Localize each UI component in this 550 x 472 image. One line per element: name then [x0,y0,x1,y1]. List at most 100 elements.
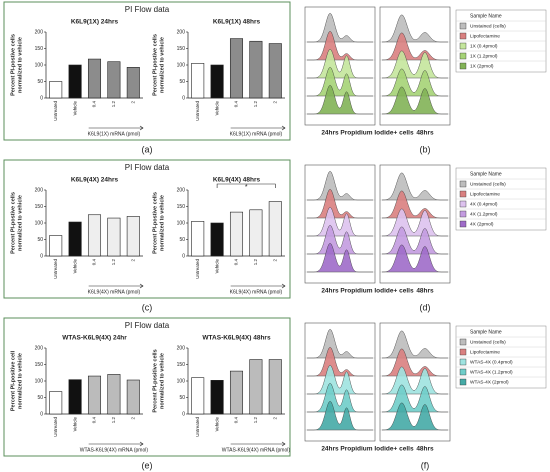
legend-entry: Unstained (cells) [470,339,506,345]
histogram-label: 48hrs [416,130,434,137]
y-axis-label: normalized to vehicle [159,353,165,409]
panel-header: PI Flow data [125,321,170,330]
bar [126,216,140,257]
y-axis-label: Percent PI-postive cells [10,34,16,96]
chart-title: K6L9(4X) 24hrs [71,177,119,184]
y-tick-label: 0 [40,95,43,101]
histogram-ridge [381,172,448,201]
x-axis-label: K6L9(4X) mRNA (pmol) [230,289,283,295]
bar [87,375,102,415]
y-tick-label: 150 [35,362,44,368]
legend-entry: 4X (2pmol) [470,221,494,227]
y-tick-label: 0 [40,253,43,259]
x-axis-label: WTAS-K6L9(4X) mRNA (pmol) [222,447,291,453]
y-tick-label: 100 [35,62,44,68]
bar [49,81,63,99]
x-tick-label: 2 [272,259,277,262]
y-tick-label: 150 [177,362,186,368]
bar [249,209,263,257]
legend-entry: 1X (2pmol) [470,63,494,69]
histogram-box [379,322,451,442]
y-tick-label: 50 [179,237,185,243]
histogram-box [379,6,451,126]
legend-swatch [459,52,467,60]
panel-header: PI Flow data [125,163,170,172]
panel-header: PI Flow data [125,5,170,14]
legend-swatch [459,368,467,376]
histogram-label: 24hrs [321,130,339,137]
x-tick-label: Vehicle [72,259,77,274]
y-axis-label: normalized to vehicle [159,37,165,93]
panel-label: (b) [420,144,431,154]
bar [49,235,63,257]
y-axis-label: normalized to vehicle [159,195,165,251]
y-tick-label: 100 [177,220,186,226]
legend-title: Sample Name [470,171,502,177]
histogram-label: Propidium Iodide+ cells [340,446,414,453]
y-tick-label: 50 [37,395,43,401]
histogram-ridge [381,330,448,359]
y-axis-label: normalized to vehicle [17,195,23,251]
x-tick-label: 1.2 [111,101,116,108]
legend-swatch [459,200,467,208]
bar [249,359,263,415]
legend-swatch [459,220,467,228]
legend-swatch [459,42,467,50]
x-axis-arrow [88,125,144,131]
bar [49,391,63,415]
y-tick-label: 200 [35,187,44,193]
bar [191,221,205,257]
bar [268,43,282,99]
x-tick-label: 0.4 [92,101,97,108]
histogram-box [304,164,376,284]
histogram-label: 24hrs [321,446,339,453]
y-axis-label: Percent PI-postive cells [152,34,158,96]
y-tick-label: 0 [182,411,185,417]
x-tick-label: 0.4 [234,259,239,266]
legend-swatch [459,378,467,386]
x-tick-label: Untreated [53,417,58,437]
histogram-ridge [381,366,448,395]
x-axis-label: WTAS-K6L9(4X) mRNA (pmol) [80,447,149,453]
histogram-ridge [381,384,448,413]
legend-swatch [459,210,467,218]
bar [68,64,82,99]
y-axis-label: normalized to vehicle [17,37,23,93]
y-tick-label: 50 [179,395,185,401]
y-tick-label: 150 [177,204,186,210]
panel-border [3,317,291,457]
histogram-box [379,164,451,284]
legend-entry: 4X (1.2pmol) [470,211,498,217]
x-axis-arrow [230,283,286,289]
panel-border [3,1,291,141]
legend-swatch [459,62,467,70]
y-tick-label: 0 [182,253,185,259]
legend-entry: Lipofectamine [470,191,500,197]
histogram-label: Propidium Iodide+ cells [340,288,414,295]
x-tick-label: Untreated [195,259,200,279]
bar [268,201,282,257]
histogram-ridge [381,50,448,79]
histogram-ridge [381,244,448,273]
x-tick-label: 0.4 [92,417,97,424]
y-tick-label: 200 [35,345,44,351]
x-axis-label: K6L9(1X) mRNA (pmol) [230,131,283,137]
bar [229,370,244,415]
histogram-box [304,6,376,126]
x-tick-label: 1.2 [253,101,258,108]
histogram-ridge [381,14,448,43]
legend-title: Sample Name [470,329,502,335]
x-tick-label: 2 [272,101,277,104]
y-axis-label: Percent PI-positive cells [152,349,158,412]
chart-title: WTAS-K6L9(4X) 48hrs [202,335,271,342]
panel-label: (d) [420,302,431,312]
x-tick-label: 2 [130,417,135,420]
legend-swatch [459,180,467,188]
bar [210,222,224,257]
bar [87,58,102,99]
y-tick-label: 200 [35,29,44,35]
x-tick-label: Vehicle [214,259,219,274]
bar [191,377,205,415]
x-axis-arrow [230,125,286,131]
x-tick-label: Vehicle [72,101,77,116]
